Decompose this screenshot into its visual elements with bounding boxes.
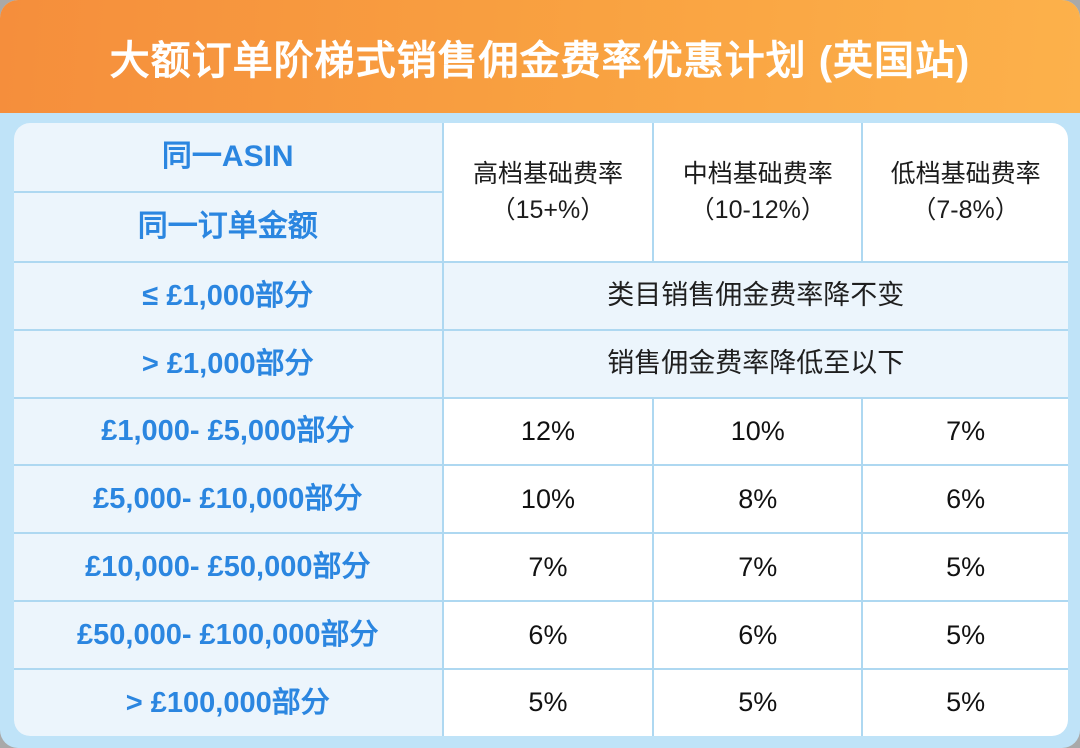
row-note-gt-1000: 销售佣金费率降低至以下	[443, 330, 1068, 397]
table-area: 同一ASIN 同一订单金额 高档基础费率 （15+%） 中档基础费率 （10-1…	[0, 113, 1080, 748]
tier-value-high: 7%	[443, 534, 653, 601]
column-header-low-tier: 低档基础费率 （7-8%）	[863, 123, 1068, 261]
tier-value-high: 10%	[443, 466, 653, 533]
tier-value-mid: 10%	[654, 398, 862, 465]
tier-value-high: 5%	[443, 670, 653, 736]
row-label-gt-1000: > £1,000部分	[14, 330, 442, 397]
column-header-mid-tier: 中档基础费率 （10-12%）	[654, 123, 862, 261]
tier-row-label-1000-5000: £1,000- £5,000部分	[14, 398, 442, 465]
title-banner: 大额订单阶梯式销售佣金费率优惠计划 (英国站)	[0, 0, 1080, 113]
corner-header-order-amount: 同一订单金额	[14, 192, 442, 261]
commission-rate-table: 同一ASIN 同一订单金额 高档基础费率 （15+%） 中档基础费率 （10-1…	[14, 123, 1068, 736]
tier-value-low: 5%	[863, 534, 1068, 601]
tier-value-mid: 7%	[654, 534, 862, 601]
column-header-low-tier-range: （7-8%）	[911, 195, 1020, 224]
column-header-low-tier-name: 低档基础费率	[890, 159, 1041, 188]
tier-value-low: 7%	[863, 398, 1068, 465]
column-header-high-tier: 高档基础费率 （15+%）	[443, 123, 653, 261]
tier-value-low: 5%	[863, 670, 1068, 736]
tier-value-low: 5%	[863, 602, 1068, 669]
tier-row-label-10000-50000: £10,000- £50,000部分	[14, 534, 442, 601]
corner-header-asin: 同一ASIN	[14, 123, 442, 191]
tier-value-mid: 8%	[654, 466, 862, 533]
column-header-mid-tier-name: 中档基础费率	[682, 159, 833, 188]
column-header-mid-tier-range: （10-12%）	[689, 195, 826, 224]
tier-value-high: 6%	[443, 602, 653, 669]
row-note-lte-1000: 类目销售佣金费率降不变	[443, 262, 1068, 329]
tier-row-label-50000-100000: £50,000- £100,000部分	[14, 602, 442, 669]
page-title: 大额订单阶梯式销售佣金费率优惠计划 (英国站)	[109, 38, 971, 83]
tier-row-label-gt-100000: > £100,000部分	[14, 670, 442, 736]
tier-row-label-5000-10000: £5,000- £10,000部分	[14, 466, 442, 533]
tier-value-low: 6%	[863, 466, 1068, 533]
column-header-high-tier-range: （15+%）	[490, 195, 606, 224]
tier-value-mid: 5%	[654, 670, 862, 736]
column-header-high-tier-name: 高档基础费率	[472, 159, 623, 188]
tier-value-high: 12%	[443, 398, 653, 465]
tier-value-mid: 6%	[654, 602, 862, 669]
row-label-lte-1000: ≤ £1,000部分	[14, 262, 442, 329]
